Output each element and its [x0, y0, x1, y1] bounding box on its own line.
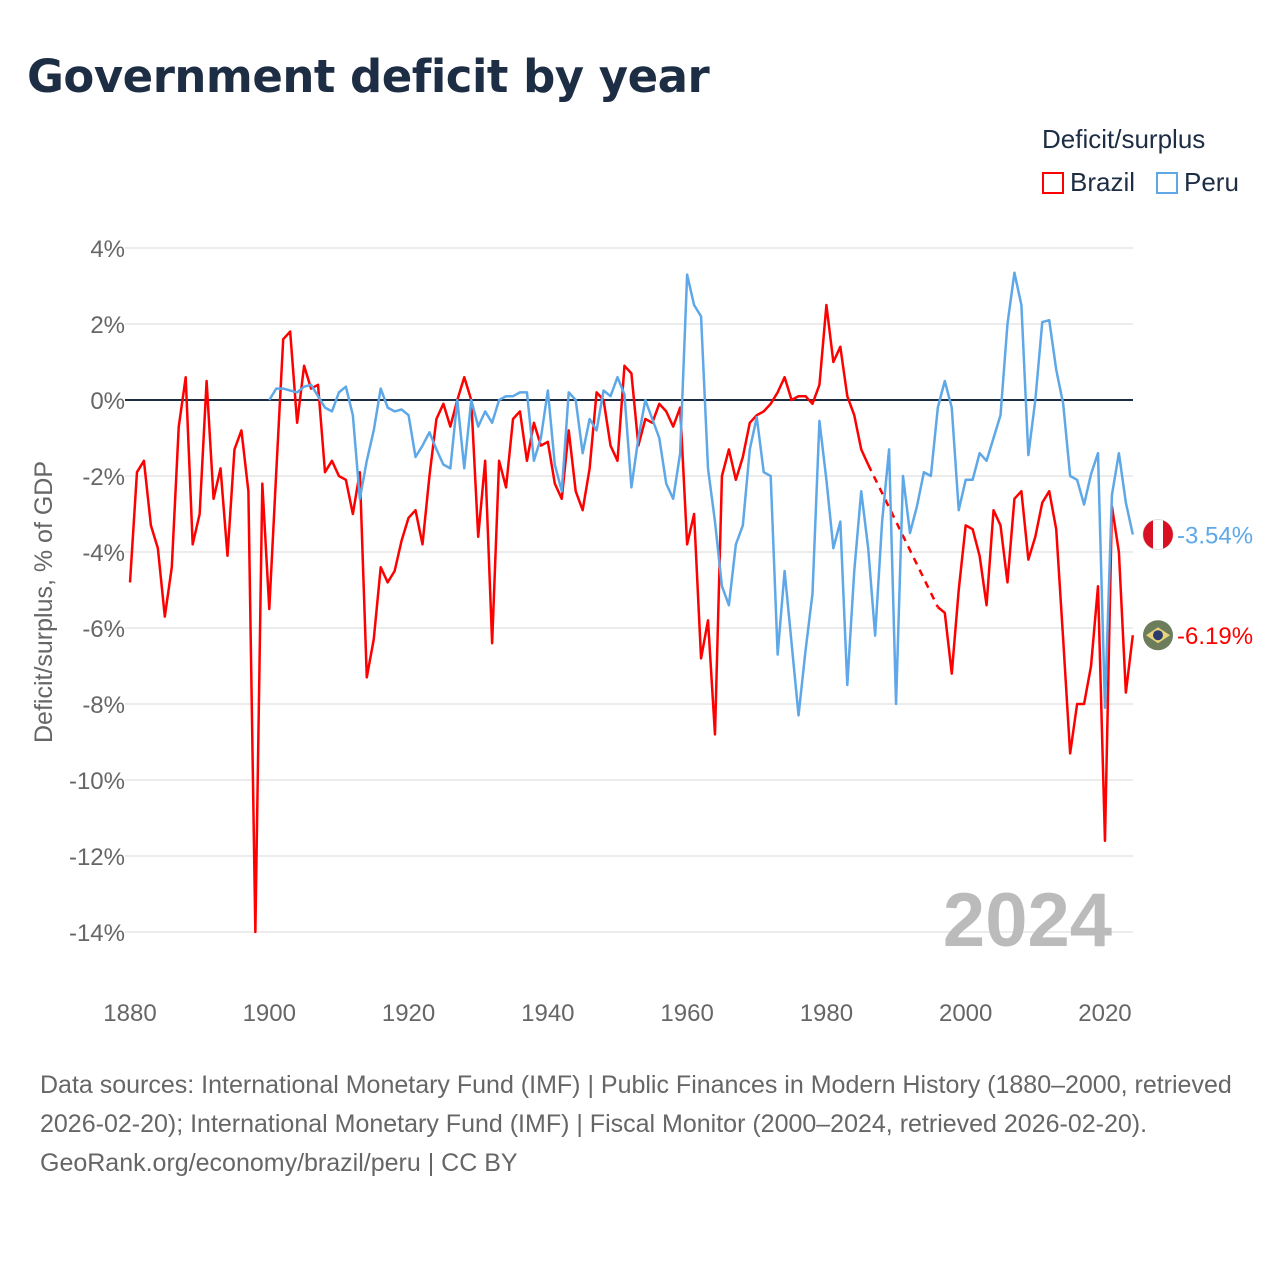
legend-title: Deficit/surplus: [1042, 124, 1206, 154]
y-tick-label: -10%: [69, 768, 125, 795]
series-gap-brazil: [867, 464, 939, 608]
x-tick-label: 1900: [243, 1000, 296, 1027]
legend-item-brazil[interactable]: Brazil: [1042, 167, 1135, 198]
x-tick-label: 1920: [382, 1000, 435, 1027]
series-line-brazil: [937, 489, 1135, 843]
y-tick-label: -2%: [82, 464, 125, 491]
legend-item-peru[interactable]: Peru: [1156, 167, 1239, 198]
x-tick-label: 2020: [1078, 1000, 1131, 1027]
year-label: 2024: [943, 878, 1112, 963]
credit-link[interactable]: GeoRank.org/economy/brazil/peru | CC BY: [40, 1149, 518, 1177]
y-tick-label: -4%: [82, 540, 125, 567]
y-axis-label: Deficit/surplus, % of GDP: [30, 461, 58, 743]
x-tick-label: 1880: [103, 1000, 156, 1027]
peru-flag-stripe: [1163, 520, 1173, 549]
y-tick-label: 0%: [90, 388, 125, 415]
y-tick-label: 2%: [90, 312, 125, 339]
data-sources: Data sources: International Monetary Fun…: [40, 1071, 1232, 1138]
legend-label-brazil: Brazil: [1070, 167, 1136, 197]
end-label-brazil: -6.19%: [1177, 623, 1253, 650]
peru-flag-stripe: [1143, 520, 1153, 549]
y-tick-label: -14%: [69, 920, 125, 947]
brazil-flag-globe: [1153, 630, 1163, 641]
x-tick-label: 2000: [939, 1000, 992, 1027]
legend-label-peru: Peru: [1184, 167, 1239, 197]
y-tick-label: -8%: [82, 692, 125, 719]
y-tick-label: 4%: [90, 236, 125, 263]
series-line-brazil: [128, 303, 870, 934]
x-tick-label: 1980: [800, 1000, 853, 1027]
end-label-peru: -3.54%: [1177, 523, 1253, 550]
chart-title: Government deficit by year: [27, 50, 710, 103]
legend-swatch-peru: [1156, 171, 1178, 194]
y-tick-label: -6%: [82, 616, 125, 643]
legend-swatch-brazil: [1042, 171, 1064, 194]
footer: Data sources: International Monetary Fun…: [40, 1066, 1240, 1183]
series-line-peru: [268, 271, 1135, 717]
x-tick-label: 1960: [660, 1000, 713, 1027]
y-tick-label: -12%: [69, 844, 125, 871]
x-tick-label: 1940: [521, 1000, 574, 1027]
